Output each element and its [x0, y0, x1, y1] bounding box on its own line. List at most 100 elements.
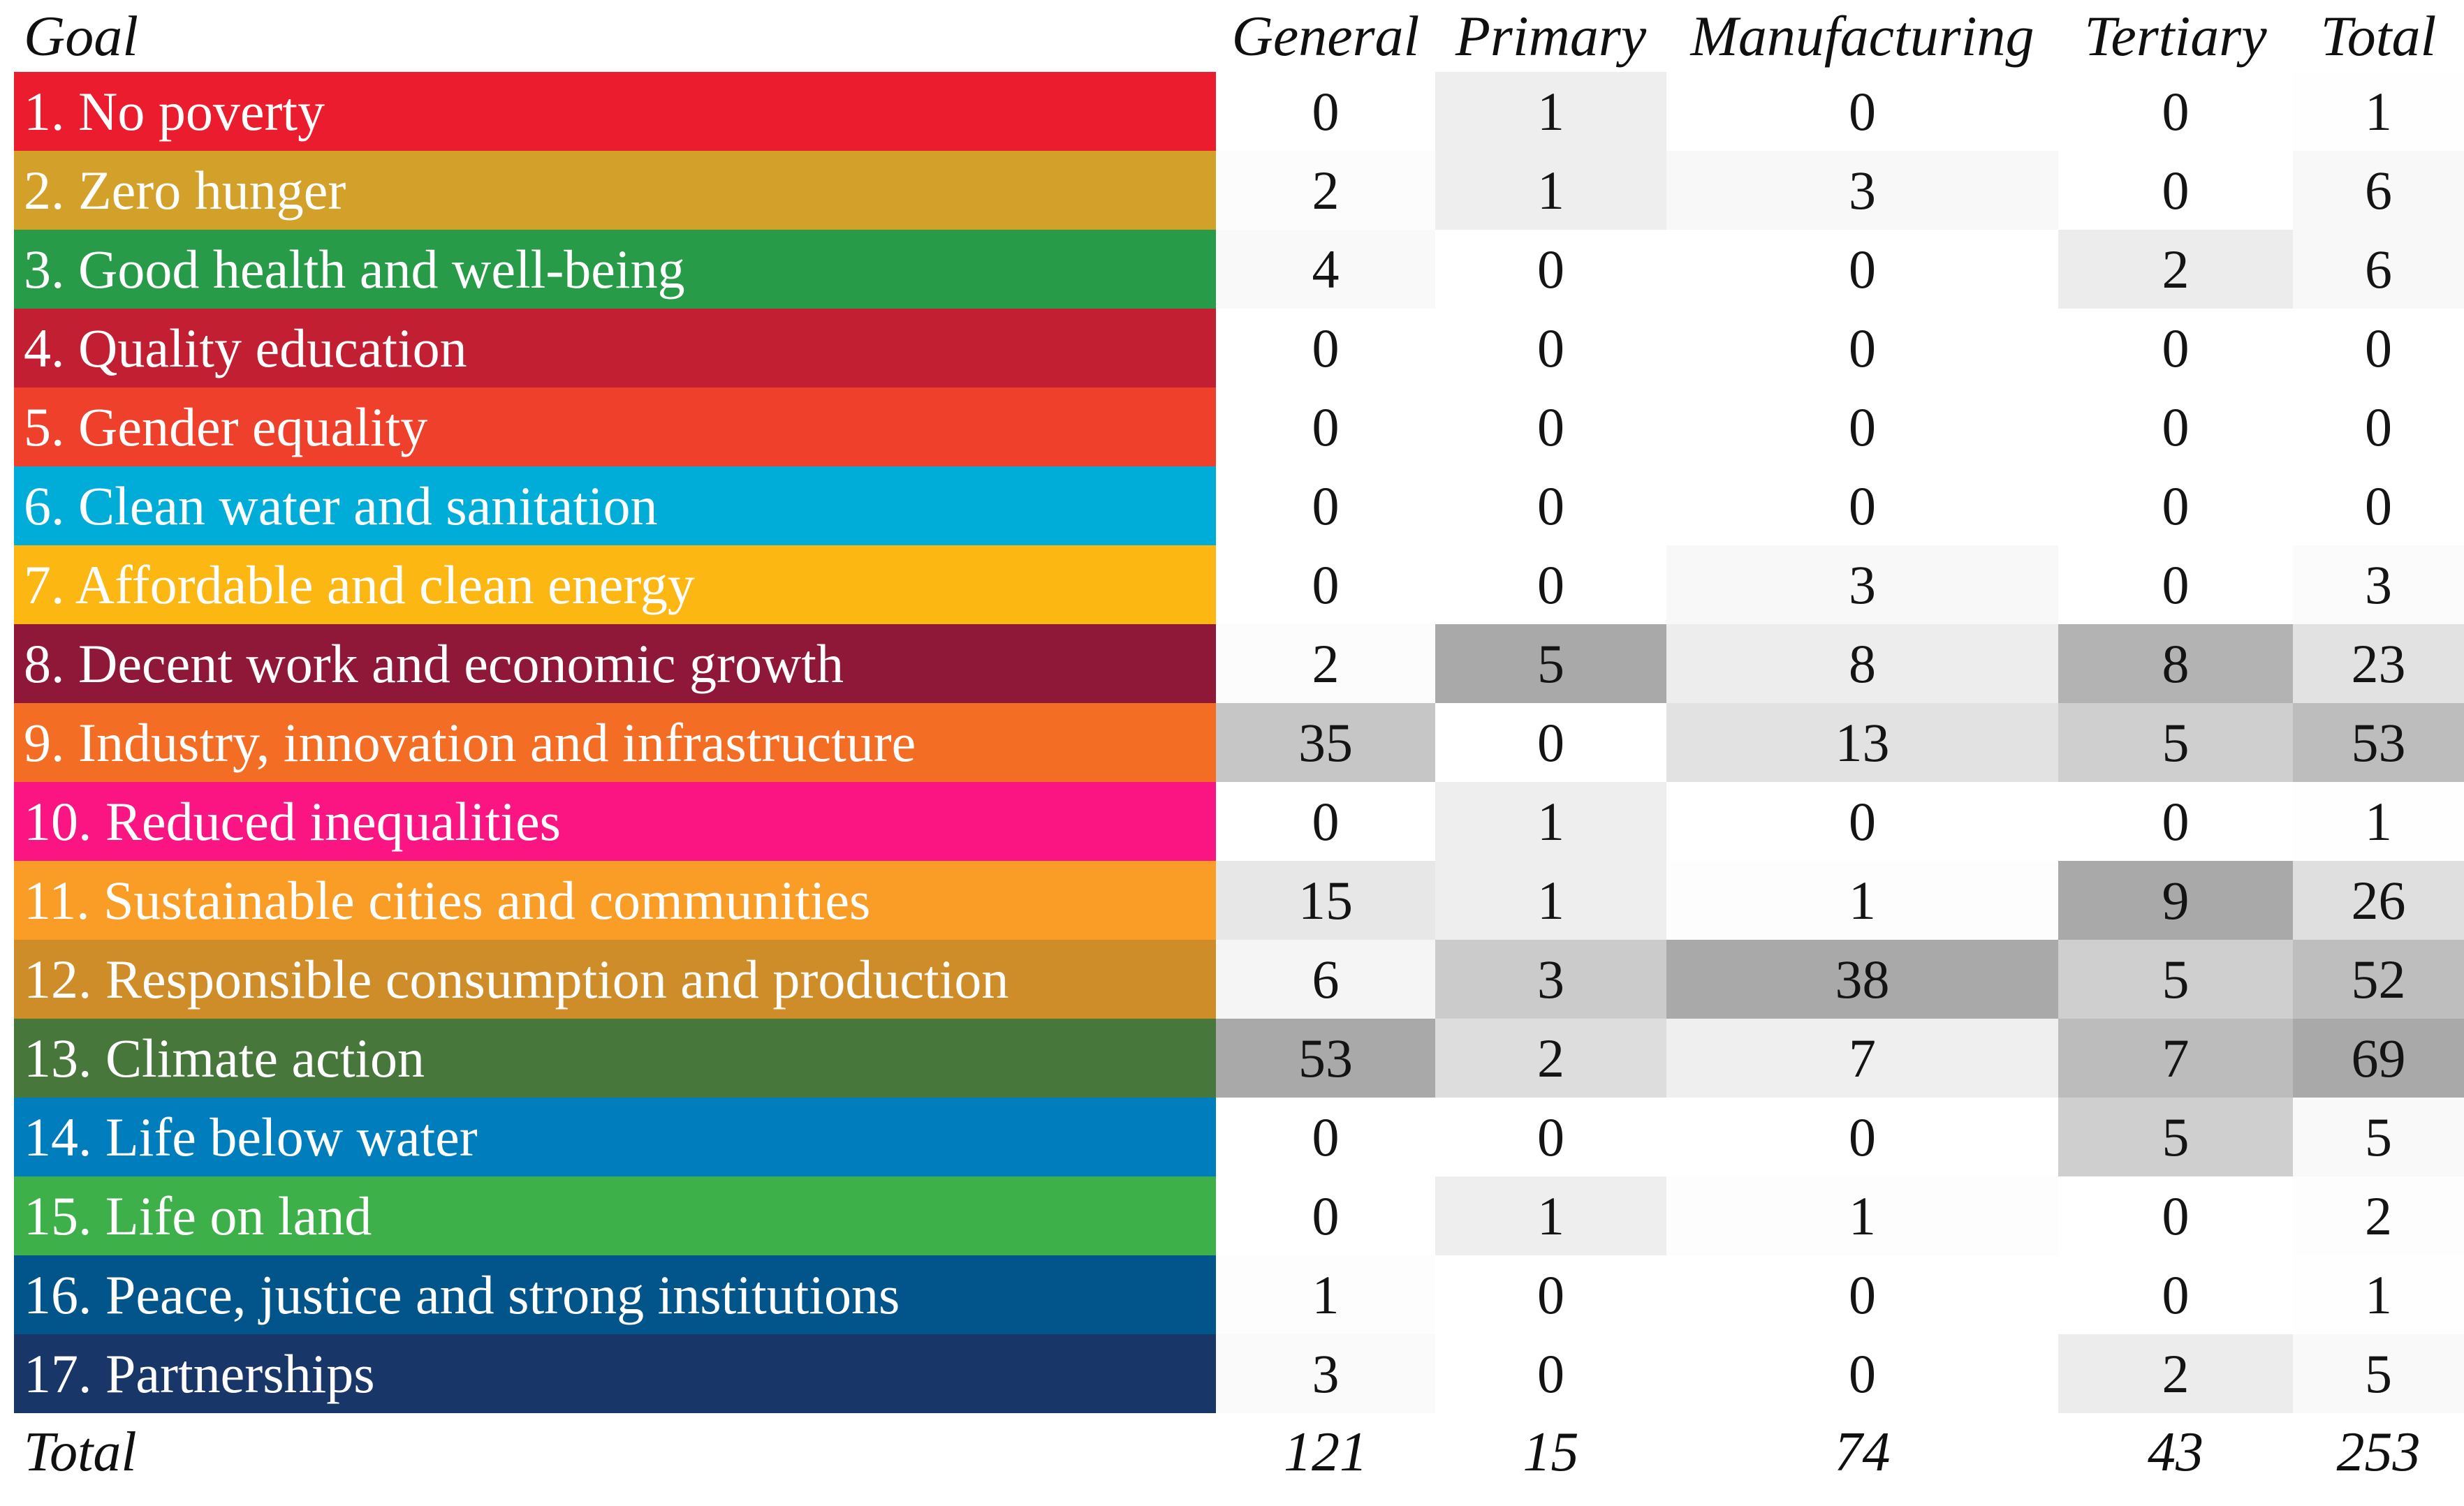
- goal-row-6: 6. Clean water and sanitation 0 0 0 0 0: [14, 466, 2464, 545]
- value-cell-manufacturing-row-11: 1: [1666, 861, 2058, 940]
- value-cell-primary-row-6: 0: [1435, 466, 1666, 545]
- value-cell-primary-row-10: 1: [1435, 782, 1666, 861]
- value-cell-total-row-13: 69: [2293, 1019, 2464, 1098]
- value-cell-manufacturing-row-17: 0: [1666, 1334, 2058, 1413]
- goal-row-8: 8. Decent work and economic growth 2 5 8 8 23: [14, 624, 2464, 703]
- total-cell-manufacturing: 74: [1834, 1421, 1891, 1483]
- value-cell-total-row-12: 52: [2293, 940, 2464, 1019]
- goal-row-4: 4. Quality education 0 0 0 0 0: [14, 309, 2464, 387]
- value-cell-total-row-14: 5: [2293, 1098, 2464, 1176]
- value-cell-manufacturing-row-3: 0: [1666, 230, 2058, 309]
- value-cell-total-row-2: 6: [2293, 151, 2464, 230]
- value-cell-tertiary-row-9: 5: [2058, 703, 2293, 782]
- value-cell-general-row-10: 0: [1216, 782, 1435, 861]
- value-cell-tertiary-row-3: 2: [2058, 230, 2293, 309]
- value-cell-total-row-10: 1: [2293, 782, 2464, 861]
- value-cell-total-row-5: 0: [2293, 387, 2464, 466]
- value-cell-primary-row-8: 5: [1435, 624, 1666, 703]
- goal-label-7: 7. Affordable and clean energy: [14, 545, 1216, 624]
- value-cell-general-row-1: 0: [1216, 72, 1435, 151]
- value-cell-total-row-7: 3: [2293, 545, 2464, 624]
- goal-label-4: 4. Quality education: [14, 309, 1216, 387]
- value-cell-total-row-8: 23: [2293, 624, 2464, 703]
- value-cell-manufacturing-row-14: 0: [1666, 1098, 2058, 1176]
- value-cell-general-row-11: 15: [1216, 861, 1435, 940]
- goal-row-16: 16. Peace, justice and strong institutio…: [14, 1255, 2464, 1334]
- value-cell-manufacturing-row-9: 13: [1666, 703, 2058, 782]
- goal-label-14: 14. Life below water: [14, 1098, 1216, 1176]
- value-cell-manufacturing-row-2: 3: [1666, 151, 2058, 230]
- value-cell-tertiary-row-12: 5: [2058, 940, 2293, 1019]
- value-cell-tertiary-row-10: 0: [2058, 782, 2293, 861]
- value-cell-primary-row-1: 1: [1435, 72, 1666, 151]
- total-cell-primary: 15: [1523, 1421, 1579, 1483]
- goal-label-15: 15. Life on land: [14, 1176, 1216, 1255]
- total-cell-total: 253: [2336, 1421, 2421, 1483]
- value-cell-total-row-17: 5: [2293, 1334, 2464, 1413]
- goal-row-5: 5. Gender equality 0 0 0 0 0: [14, 387, 2464, 466]
- value-cell-total-row-4: 0: [2293, 309, 2464, 387]
- goal-label-5: 5. Gender equality: [14, 387, 1216, 466]
- goal-column-header: Goal: [24, 3, 138, 68]
- goal-label-17: 17. Partnerships: [14, 1334, 1216, 1413]
- value-cell-tertiary-row-17: 2: [2058, 1334, 2293, 1413]
- value-cell-general-row-2: 2: [1216, 151, 1435, 230]
- total-cell-tertiary: 43: [2148, 1421, 2203, 1483]
- column-header-manufacturing: Manufacturing: [1690, 3, 2034, 68]
- column-header-total: Total: [2320, 3, 2437, 68]
- value-cell-total-row-3: 6: [2293, 230, 2464, 309]
- value-cell-primary-row-11: 1: [1435, 861, 1666, 940]
- goal-label-6: 6. Clean water and sanitation: [14, 466, 1216, 545]
- value-cell-general-row-5: 0: [1216, 387, 1435, 466]
- value-cell-general-row-4: 0: [1216, 309, 1435, 387]
- goal-row-17: 17. Partnerships 3 0 0 2 5: [14, 1334, 2464, 1413]
- value-cell-general-row-8: 2: [1216, 624, 1435, 703]
- goal-row-3: 3. Good health and well-being 4 0 0 2 6: [14, 230, 2464, 309]
- value-cell-tertiary-row-11: 9: [2058, 861, 2293, 940]
- goal-row-1: 1. No poverty 0 1 0 0 1: [14, 72, 2464, 151]
- value-cell-primary-row-16: 0: [1435, 1255, 1666, 1334]
- value-cell-tertiary-row-1: 0: [2058, 72, 2293, 151]
- total-row-label: Total: [24, 1421, 137, 1483]
- goal-row-10: 10. Reduced inequalities 0 1 0 0 1: [14, 782, 2464, 861]
- goal-label-16: 16. Peace, justice and strong institutio…: [14, 1255, 1216, 1334]
- goal-label-9: 9. Industry, innovation and infrastructu…: [14, 703, 1216, 782]
- goal-label-2: 2. Zero hunger: [14, 151, 1216, 230]
- value-cell-tertiary-row-15: 0: [2058, 1176, 2293, 1255]
- value-cell-total-row-9: 53: [2293, 703, 2464, 782]
- value-cell-primary-row-7: 0: [1435, 545, 1666, 624]
- total-row: Total 121 15 74 43 253: [14, 1413, 2464, 1491]
- value-cell-tertiary-row-7: 0: [2058, 545, 2293, 624]
- value-cell-manufacturing-row-15: 1: [1666, 1176, 2058, 1255]
- goal-label-3: 3. Good health and well-being: [14, 230, 1216, 309]
- goal-row-12: 12. Responsible consumption and producti…: [14, 940, 2464, 1019]
- column-header-general: General: [1231, 3, 1420, 68]
- goal-label-1: 1. No poverty: [14, 72, 1216, 151]
- goal-row-14: 14. Life below water 0 0 0 5 5: [14, 1098, 2464, 1176]
- value-cell-manufacturing-row-1: 0: [1666, 72, 2058, 151]
- value-cell-tertiary-row-14: 5: [2058, 1098, 2293, 1176]
- total-cell-general: 121: [1284, 1421, 1367, 1483]
- value-cell-general-row-6: 0: [1216, 466, 1435, 545]
- value-cell-general-row-7: 0: [1216, 545, 1435, 624]
- goal-label-11: 11. Sustainable cities and communities: [14, 861, 1216, 940]
- value-cell-primary-row-17: 0: [1435, 1334, 1666, 1413]
- value-cell-manufacturing-row-5: 0: [1666, 387, 2058, 466]
- value-cell-general-row-14: 0: [1216, 1098, 1435, 1176]
- column-header-tertiary: Tertiary: [2084, 3, 2267, 68]
- value-cell-primary-row-4: 0: [1435, 309, 1666, 387]
- goal-row-2: 2. Zero hunger 2 1 3 0 6: [14, 151, 2464, 230]
- value-cell-tertiary-row-8: 8: [2058, 624, 2293, 703]
- goal-row-9: 9. Industry, innovation and infrastructu…: [14, 703, 2464, 782]
- value-cell-tertiary-row-6: 0: [2058, 466, 2293, 545]
- value-cell-general-row-17: 3: [1216, 1334, 1435, 1413]
- goal-label-10: 10. Reduced inequalities: [14, 782, 1216, 861]
- goal-row-7: 7. Affordable and clean energy 0 0 3 0 3: [14, 545, 2464, 624]
- value-cell-tertiary-row-13: 7: [2058, 1019, 2293, 1098]
- value-cell-total-row-16: 1: [2293, 1255, 2464, 1334]
- value-cell-general-row-9: 35: [1216, 703, 1435, 782]
- goal-label-13: 13. Climate action: [14, 1019, 1216, 1098]
- goal-row-11: 11. Sustainable cities and communities 15…: [14, 861, 2464, 940]
- value-cell-manufacturing-row-7: 3: [1666, 545, 2058, 624]
- value-cell-primary-row-5: 0: [1435, 387, 1666, 466]
